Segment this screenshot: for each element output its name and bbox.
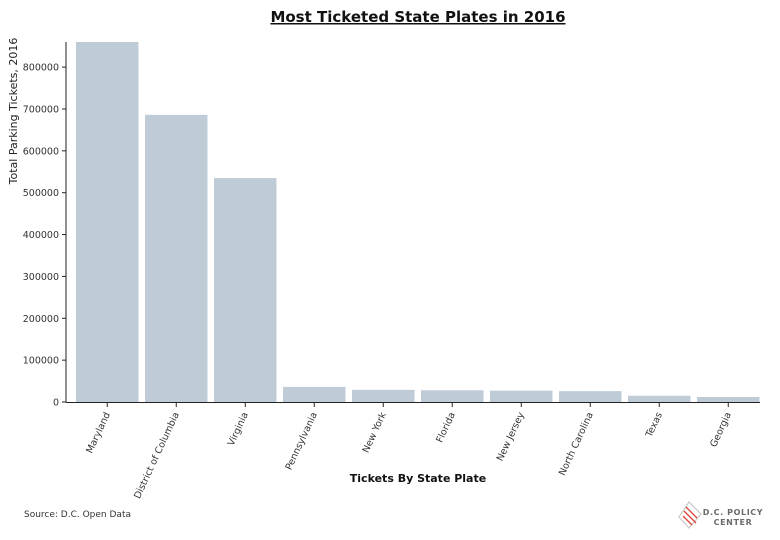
x-tick-label: Virginia: [226, 411, 251, 448]
y-tick-label: 0: [53, 398, 59, 409]
bar-new-york: [352, 389, 415, 402]
bar-georgia: [697, 396, 760, 402]
x-axis: Maryland District of Columbia Virginia Penn…: [66, 402, 760, 501]
x-tick-label: New Jersey: [495, 410, 527, 463]
y-tick-label: 500000: [23, 188, 59, 199]
bar-florida: [421, 390, 484, 402]
bar-north-carolina: [559, 391, 622, 402]
dc-policy-center-logo: D.C. POLICY CENTER: [678, 501, 763, 529]
y-tick-label: 400000: [23, 230, 59, 241]
bar-new-jersey: [490, 390, 553, 402]
chart-title: Most Ticketed State Plates in 2016: [270, 8, 565, 26]
x-axis-label: Tickets By State Plate: [350, 472, 486, 485]
bar-pennsylvania: [283, 386, 346, 402]
y-tick-label: 600000: [23, 146, 59, 157]
y-axis: 0 100000 200000 300000 400000 500000 600000 700…: [23, 42, 67, 409]
y-tick-label: 100000: [23, 356, 59, 367]
y-tick-label: 300000: [23, 272, 59, 283]
x-tick-label: Maryland: [84, 411, 113, 456]
x-tick-label: North Carolina: [557, 411, 596, 478]
x-tick-label: District of Columbia: [132, 411, 182, 501]
bars: [76, 42, 760, 402]
logo-line-1: D.C. POLICY: [703, 508, 763, 517]
bar-texas: [628, 395, 691, 402]
y-tick-label: 200000: [23, 314, 59, 325]
logo-line-2: CENTER: [714, 518, 753, 527]
bar-virginia: [214, 178, 277, 402]
x-tick-label: Texas: [643, 411, 665, 440]
y-tick-label: 700000: [23, 104, 59, 115]
dc-map-icon: [678, 501, 702, 529]
y-axis-label: Total Parking Tickets, 2016: [7, 38, 20, 186]
bar-district-of-columbia: [145, 114, 208, 402]
x-tick-label: New York: [361, 410, 390, 455]
x-tick-label: Georgia: [708, 411, 734, 449]
bar-maryland: [76, 42, 139, 402]
source-note: Source: D.C. Open Data: [24, 510, 131, 520]
x-tick-label: Pennsylvania: [284, 411, 320, 472]
y-tick-label: 800000: [23, 63, 59, 74]
x-tick-label: Florida: [434, 411, 458, 445]
